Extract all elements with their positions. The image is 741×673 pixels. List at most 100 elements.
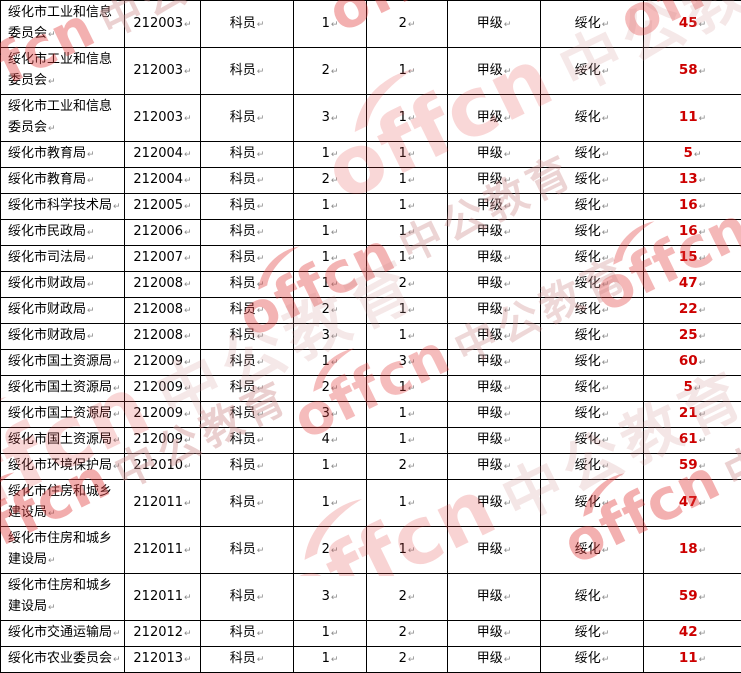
- cell-text: 甲级: [477, 432, 503, 447]
- cell-text: 绥化市工业和信息委员会: [8, 99, 112, 135]
- line-break-mark-icon: ↵: [257, 114, 265, 124]
- cell-text: 绥化市教育局: [8, 172, 86, 187]
- exam-grade-cell: 甲级↵: [448, 350, 541, 376]
- applicant-count-cell: 59↵: [644, 574, 741, 621]
- cell-text: 1: [322, 198, 330, 213]
- line-break-mark-icon: ↵: [331, 358, 339, 368]
- line-break-mark-icon: ↵: [184, 410, 192, 420]
- line-break-mark-icon: ↵: [184, 280, 192, 290]
- line-break-mark-icon: ↵: [699, 410, 707, 420]
- document-page: { "table": { "rows": [ ["绥化市工业和信息委员会","2…: [0, 0, 741, 576]
- table-row: 绥化市财政局↵212008↵科员↵3↵1↵甲级↵绥化↵25↵: [1, 324, 741, 350]
- job-code-cell: 212005↵: [125, 194, 201, 220]
- line-break-mark-icon: ↵: [699, 462, 707, 472]
- exam-grade-cell: 甲级↵: [448, 480, 541, 527]
- line-break-mark-icon: ↵: [602, 499, 610, 509]
- line-break-mark-icon: ↵: [408, 114, 416, 124]
- line-break-mark-icon: ↵: [87, 176, 95, 186]
- department-cell: 绥化市交通运输局↵: [1, 621, 125, 647]
- line-break-mark-icon: ↵: [331, 306, 339, 316]
- position-title-cell: 科员↵: [201, 272, 294, 298]
- exam-grade-cell: 甲级↵: [448, 402, 541, 428]
- job-code-cell: 212009↵: [125, 376, 201, 402]
- cell-text: 绥化: [575, 432, 601, 447]
- recruit-count-cell: 2↵: [367, 454, 448, 480]
- department-cell: 绥化市环境保护局↵: [1, 454, 125, 480]
- cell-text: 212007: [133, 250, 183, 265]
- cell-text: 科员: [230, 302, 256, 317]
- line-break-mark-icon: ↵: [184, 629, 192, 639]
- recruit-count-cell: 2↵: [367, 621, 448, 647]
- line-break-mark-icon: ↵: [504, 254, 512, 264]
- line-break-mark-icon: ↵: [184, 254, 192, 264]
- cell-text: 甲级: [477, 542, 503, 557]
- line-break-mark-icon: ↵: [602, 228, 610, 238]
- cell-text: 1: [399, 302, 407, 317]
- line-break-mark-icon: ↵: [257, 306, 265, 316]
- line-break-mark-icon: ↵: [331, 228, 339, 238]
- cell-text: 绥化: [575, 198, 601, 213]
- line-break-mark-icon: ↵: [257, 150, 265, 160]
- line-break-mark-icon: ↵: [331, 384, 339, 394]
- line-break-mark-icon: ↵: [504, 202, 512, 212]
- applicant-count-cell: 11↵: [644, 647, 741, 673]
- recruit-count-cell: 2↵: [367, 647, 448, 673]
- line-break-mark-icon: ↵: [331, 629, 339, 639]
- cell-text: 绥化市住房和城乡建设局: [8, 578, 112, 614]
- position-seq-cell: 2↵: [294, 527, 367, 574]
- cell-text: 绥化市国土资源局: [8, 406, 112, 421]
- cell-text: 212009: [133, 406, 183, 421]
- exam-grade-cell: 甲级↵: [448, 272, 541, 298]
- recruit-count-cell: 1↵: [367, 298, 448, 324]
- line-break-mark-icon: ↵: [184, 67, 192, 77]
- cell-text: 11: [679, 650, 698, 666]
- cell-text: 42: [679, 624, 698, 640]
- cell-text: 绥化: [575, 651, 601, 666]
- line-break-mark-icon: ↵: [408, 202, 416, 212]
- recruit-count-cell: 2↵: [367, 1, 448, 48]
- department-cell: 绥化市民政局↵: [1, 220, 125, 246]
- job-code-cell: 212009↵: [125, 428, 201, 454]
- applicant-count-cell: 61↵: [644, 428, 741, 454]
- position-title-cell: 科员↵: [201, 1, 294, 48]
- table-row: 绥化市交通运输局↵212012↵科员↵1↵2↵甲级↵绥化↵42↵: [1, 621, 741, 647]
- cell-text: 212011: [133, 589, 183, 604]
- line-break-mark-icon: ↵: [699, 280, 707, 290]
- line-break-mark-icon: ↵: [602, 202, 610, 212]
- department-cell: 绥化市国土资源局↵: [1, 402, 125, 428]
- line-break-mark-icon: ↵: [257, 176, 265, 186]
- line-break-mark-icon: ↵: [408, 462, 416, 472]
- line-break-mark-icon: ↵: [87, 228, 95, 238]
- cell-text: 科员: [230, 406, 256, 421]
- cell-text: 1: [322, 354, 330, 369]
- position-title-cell: 科员↵: [201, 142, 294, 168]
- line-break-mark-icon: ↵: [602, 546, 610, 556]
- cell-text: 58: [679, 62, 698, 78]
- position-title-cell: 科员↵: [201, 428, 294, 454]
- line-break-mark-icon: ↵: [504, 306, 512, 316]
- cell-text: 绥化市住房和城乡建设局: [8, 531, 112, 567]
- line-break-mark-icon: ↵: [602, 114, 610, 124]
- department-cell: 绥化市教育局↵: [1, 168, 125, 194]
- table-row: 绥化市住房和城乡建设局↵212011↵科员↵2↵1↵甲级↵绥化↵18↵: [1, 527, 741, 574]
- cell-text: 45: [679, 15, 698, 31]
- job-code-cell: 212011↵: [125, 480, 201, 527]
- cell-text: 科员: [230, 380, 256, 395]
- exam-grade-cell: 甲级↵: [448, 142, 541, 168]
- cell-text: 212009: [133, 432, 183, 447]
- line-break-mark-icon: ↵: [184, 384, 192, 394]
- cell-text: 1: [322, 651, 330, 666]
- cell-text: 绥化市民政局: [8, 224, 86, 239]
- table-row: 绥化市住房和城乡建设局↵212011↵科员↵1↵1↵甲级↵绥化↵47↵: [1, 480, 741, 527]
- cell-text: 绥化市环境保护局: [8, 458, 112, 473]
- line-break-mark-icon: ↵: [602, 254, 610, 264]
- position-title-cell: 科员↵: [201, 95, 294, 142]
- applicant-count-cell: 59↵: [644, 454, 741, 480]
- table-row: 绥化市科学技术局↵212005↵科员↵1↵1↵甲级↵绥化↵16↵: [1, 194, 741, 220]
- cell-text: 绥化市国土资源局: [8, 432, 112, 447]
- line-break-mark-icon: ↵: [602, 176, 610, 186]
- line-break-mark-icon: ↵: [257, 436, 265, 446]
- cell-text: 2: [399, 625, 407, 640]
- line-break-mark-icon: ↵: [48, 509, 56, 519]
- cell-text: 47: [679, 275, 698, 291]
